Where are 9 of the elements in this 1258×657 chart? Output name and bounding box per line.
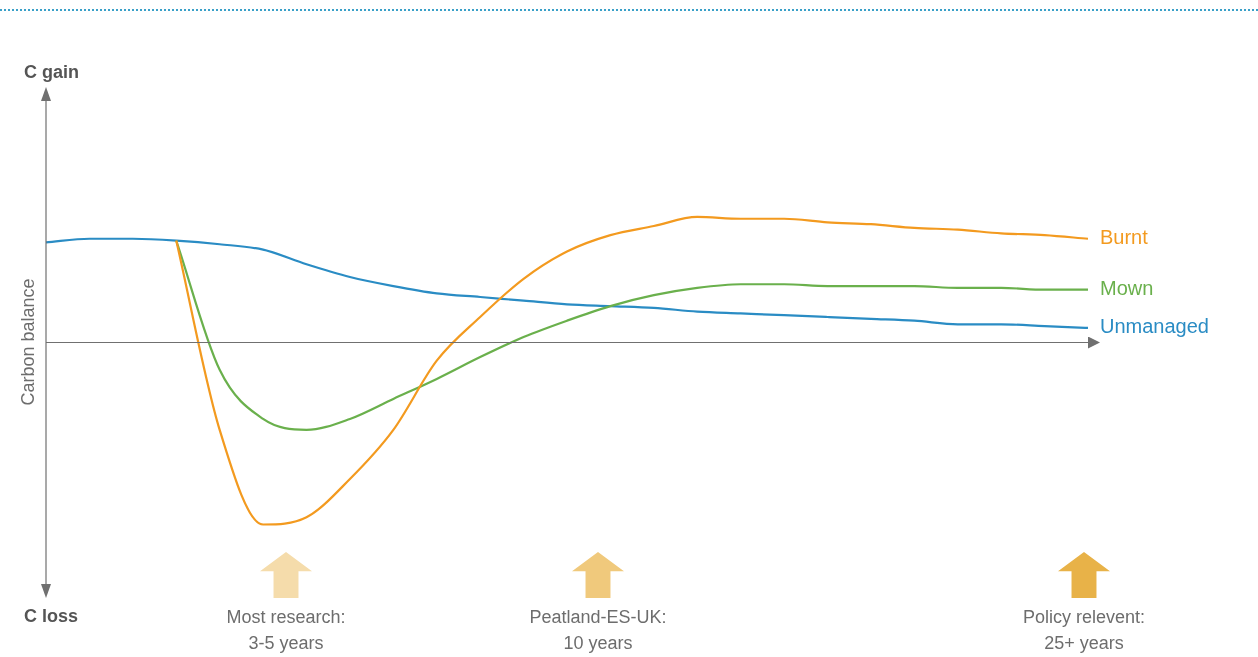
text: Peatland-ES-UK: 10 years [528, 606, 668, 655]
text: C gain [24, 62, 80, 83]
series-label: Mown [1100, 277, 1154, 300]
text: Most research: 3-5 years [225, 606, 347, 655]
text: Policy relevent: 25+ years [1021, 606, 1147, 655]
series-label: Unmanaged [1100, 315, 1209, 338]
text: C loss [24, 606, 79, 627]
y-axis-title: Carbon balance [17, 278, 39, 406]
series-label: Burnt [1100, 226, 1149, 249]
